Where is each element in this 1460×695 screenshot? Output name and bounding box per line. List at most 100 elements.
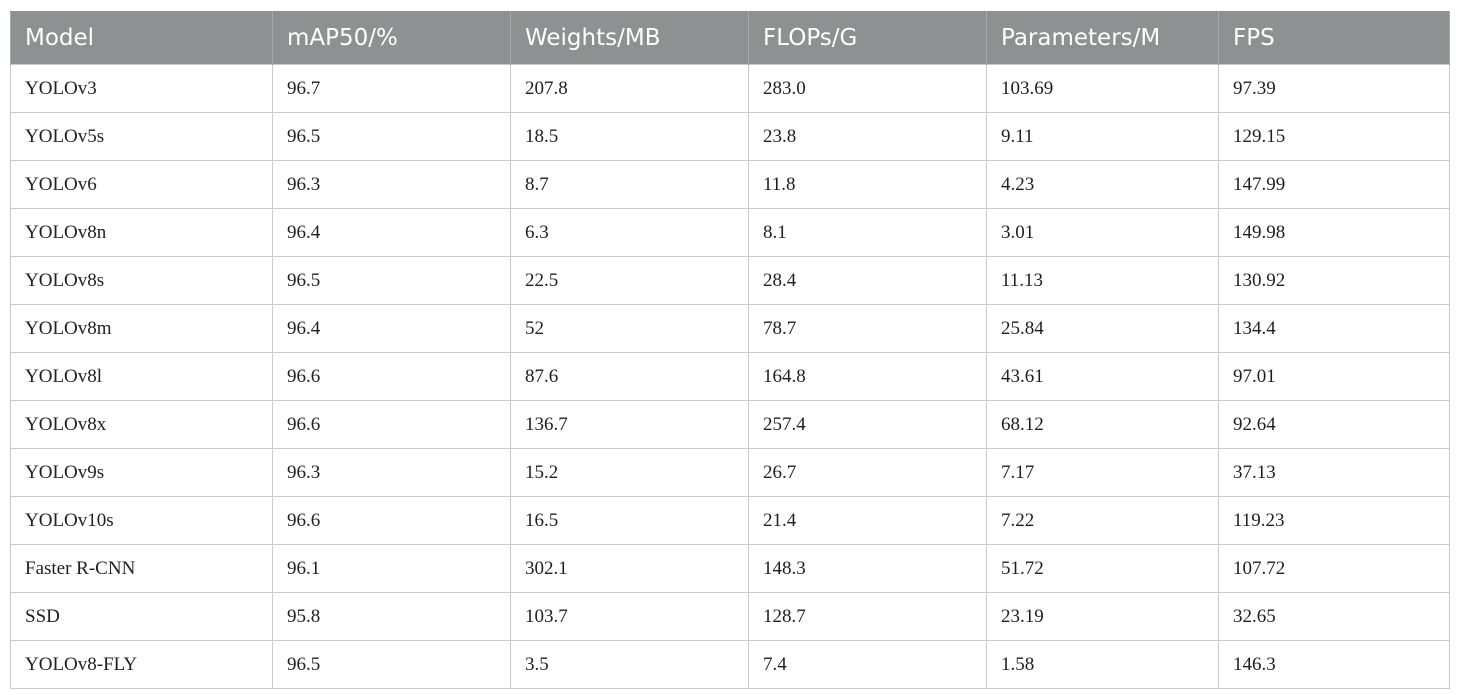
cell-model: YOLOv5s: [10, 112, 273, 161]
cell-flops: 257.4: [748, 400, 987, 449]
cell-model: SSD: [10, 592, 273, 641]
cell-fps: 107.72: [1218, 544, 1450, 593]
cell-fps: 32.65: [1218, 592, 1450, 641]
cell-flops: 28.4: [748, 256, 987, 305]
cell-model: YOLOv8m: [10, 304, 273, 353]
cell-parameters: 23.19: [986, 592, 1219, 641]
cell-weights: 207.8: [510, 64, 749, 113]
cell-map50: 96.5: [272, 256, 511, 305]
cell-flops: 21.4: [748, 496, 987, 545]
comparison-table-container: Model mAP50/% Weights/MB FLOPs/G Parameters/…: [10, 11, 1450, 689]
cell-parameters: 11.13: [986, 256, 1219, 305]
cell-weights: 6.3: [510, 208, 749, 257]
cell-model: YOLOv8n: [10, 208, 273, 257]
cell-fps: 134.4: [1218, 304, 1450, 353]
cell-fps: 97.01: [1218, 352, 1450, 401]
table-row: YOLOv8n 96.4 6.3 8.1 3.01 149.98: [10, 208, 1450, 257]
header-parameters: Parameters/M: [986, 11, 1219, 65]
cell-map50: 96.5: [272, 640, 511, 689]
cell-model: YOLOv8x: [10, 400, 273, 449]
header-row: Model mAP50/% Weights/MB FLOPs/G Parameters/…: [10, 11, 1450, 65]
cell-fps: 149.98: [1218, 208, 1450, 257]
cell-map50: 96.5: [272, 112, 511, 161]
cell-weights: 16.5: [510, 496, 749, 545]
cell-map50: 96.7: [272, 64, 511, 113]
cell-parameters: 3.01: [986, 208, 1219, 257]
cell-parameters: 7.17: [986, 448, 1219, 497]
cell-flops: 164.8: [748, 352, 987, 401]
cell-flops: 283.0: [748, 64, 987, 113]
cell-flops: 128.7: [748, 592, 987, 641]
cell-map50: 96.6: [272, 496, 511, 545]
cell-weights: 22.5: [510, 256, 749, 305]
table-row: SSD 95.8 103.7 128.7 23.19 32.65: [10, 592, 1450, 641]
header-flops: FLOPs/G: [748, 11, 987, 65]
cell-model: Faster R-CNN: [10, 544, 273, 593]
cell-weights: 3.5: [510, 640, 749, 689]
cell-parameters: 103.69: [986, 64, 1219, 113]
cell-model: YOLOv8-FLY: [10, 640, 273, 689]
cell-fps: 119.23: [1218, 496, 1450, 545]
cell-flops: 7.4: [748, 640, 987, 689]
cell-fps: 146.3: [1218, 640, 1450, 689]
cell-parameters: 7.22: [986, 496, 1219, 545]
table-row: YOLOv8-FLY 96.5 3.5 7.4 1.58 146.3: [10, 640, 1450, 689]
cell-flops: 148.3: [748, 544, 987, 593]
cell-map50: 96.3: [272, 160, 511, 209]
cell-model: YOLOv6: [10, 160, 273, 209]
table-row: Faster R-CNN 96.1 302.1 148.3 51.72 107.72: [10, 544, 1450, 593]
cell-fps: 130.92: [1218, 256, 1450, 305]
table-row: YOLOv10s 96.6 16.5 21.4 7.22 119.23: [10, 496, 1450, 545]
cell-model: YOLOv8l: [10, 352, 273, 401]
cell-parameters: 9.11: [986, 112, 1219, 161]
table-row: YOLOv5s 96.5 18.5 23.8 9.11 129.15: [10, 112, 1450, 161]
cell-parameters: 1.58: [986, 640, 1219, 689]
header-fps: FPS: [1218, 11, 1450, 65]
table-row: YOLOv9s 96.3 15.2 26.7 7.17 37.13: [10, 448, 1450, 497]
cell-model: YOLOv3: [10, 64, 273, 113]
cell-flops: 11.8: [748, 160, 987, 209]
cell-map50: 96.4: [272, 304, 511, 353]
header-model: Model: [10, 11, 273, 65]
header-weights: Weights/MB: [510, 11, 749, 65]
cell-map50: 96.6: [272, 352, 511, 401]
cell-flops: 26.7: [748, 448, 987, 497]
cell-fps: 37.13: [1218, 448, 1450, 497]
cell-weights: 8.7: [510, 160, 749, 209]
table-row: YOLOv8s 96.5 22.5 28.4 11.13 130.92: [10, 256, 1450, 305]
cell-weights: 87.6: [510, 352, 749, 401]
header-map50: mAP50/%: [272, 11, 511, 65]
cell-fps: 92.64: [1218, 400, 1450, 449]
cell-flops: 23.8: [748, 112, 987, 161]
cell-model: YOLOv10s: [10, 496, 273, 545]
cell-model: YOLOv9s: [10, 448, 273, 497]
cell-map50: 96.1: [272, 544, 511, 593]
cell-parameters: 43.61: [986, 352, 1219, 401]
table-body: YOLOv3 96.7 207.8 283.0 103.69 97.39 YOLOv5s 96…: [10, 64, 1450, 689]
cell-parameters: 4.23: [986, 160, 1219, 209]
cell-fps: 97.39: [1218, 64, 1450, 113]
cell-parameters: 68.12: [986, 400, 1219, 449]
cell-map50: 96.4: [272, 208, 511, 257]
cell-weights: 18.5: [510, 112, 749, 161]
cell-model: YOLOv8s: [10, 256, 273, 305]
cell-map50: 96.3: [272, 448, 511, 497]
table-row: YOLOv6 96.3 8.7 11.8 4.23 147.99: [10, 160, 1450, 209]
cell-weights: 52: [510, 304, 749, 353]
cell-parameters: 51.72: [986, 544, 1219, 593]
cell-weights: 103.7: [510, 592, 749, 641]
table-header: Model mAP50/% Weights/MB FLOPs/G Parameters/…: [10, 11, 1450, 65]
cell-weights: 302.1: [510, 544, 749, 593]
cell-weights: 15.2: [510, 448, 749, 497]
table-row: YOLOv8m 96.4 52 78.7 25.84 134.4: [10, 304, 1450, 353]
cell-map50: 96.6: [272, 400, 511, 449]
cell-parameters: 25.84: [986, 304, 1219, 353]
table-row: YOLOv8l 96.6 87.6 164.8 43.61 97.01: [10, 352, 1450, 401]
table-row: YOLOv3 96.7 207.8 283.0 103.69 97.39: [10, 64, 1450, 113]
table-row: YOLOv8x 96.6 136.7 257.4 68.12 92.64: [10, 400, 1450, 449]
cell-flops: 78.7: [748, 304, 987, 353]
cell-map50: 95.8: [272, 592, 511, 641]
cell-flops: 8.1: [748, 208, 987, 257]
model-comparison-table: Model mAP50/% Weights/MB FLOPs/G Parameters/…: [10, 11, 1450, 689]
cell-fps: 129.15: [1218, 112, 1450, 161]
